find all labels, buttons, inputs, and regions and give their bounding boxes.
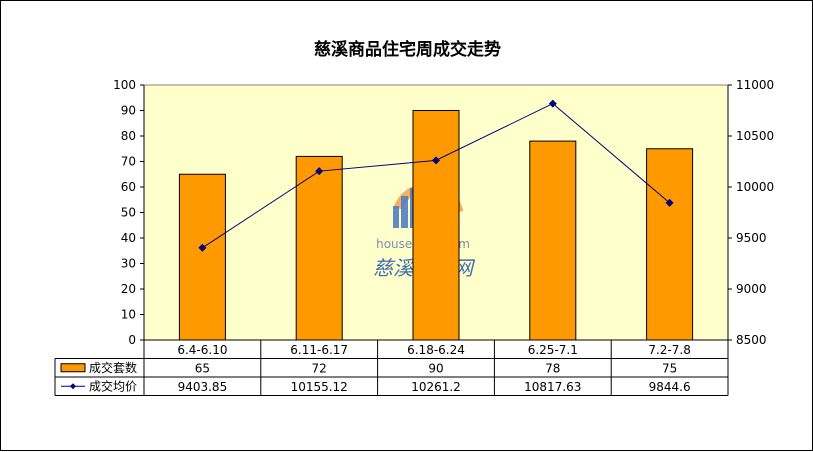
left-axis-tick-label: 0 — [128, 333, 136, 347]
x-tick-label: 6.25-7.1 — [528, 343, 578, 357]
data-label: 9403.85 — [178, 380, 228, 394]
left-axis-tick-label: 10 — [121, 308, 136, 322]
right-axis-tick-label: 11000 — [736, 78, 774, 92]
line-point — [432, 156, 440, 165]
data-label: 9844.6 — [649, 380, 691, 394]
line-series — [198, 99, 674, 252]
left-axis-tick-label: 20 — [121, 282, 136, 296]
line-point — [315, 167, 324, 176]
right-axis-tick-label: 9500 — [736, 231, 767, 245]
data-label: 75 — [662, 362, 677, 376]
right-axis-tick-label: 10000 — [736, 180, 774, 194]
left-axis-tick-label: 60 — [121, 180, 136, 194]
line-point — [548, 99, 557, 108]
x-tick-label: 6.11-6.17 — [290, 343, 348, 357]
left-axis: 0 10 20 30 40 50 60 70 80 90 100 — [113, 78, 145, 347]
bar-series — [178, 110, 694, 341]
left-axis-tick-label: 80 — [121, 129, 136, 143]
data-label: 90 — [428, 362, 443, 376]
data-label: 10155.12 — [291, 380, 348, 394]
bar — [412, 110, 460, 341]
data-table: 6.4-6.10 6.11-6.17 6.18-6.24 6.25-7.1 7.2-7.… — [54, 339, 729, 396]
bar — [295, 155, 343, 341]
left-axis-tick-label: 40 — [121, 231, 136, 245]
left-axis-tick-label: 50 — [121, 206, 136, 220]
x-tick-label: 7.2-7.8 — [648, 343, 691, 357]
bar — [529, 140, 577, 341]
x-tick-label: 6.4-6.10 — [177, 343, 227, 357]
logo-building — [393, 206, 399, 228]
bar — [178, 173, 226, 341]
data-label: 72 — [312, 362, 327, 376]
data-label: 78 — [545, 362, 560, 376]
line-point — [665, 198, 674, 207]
left-axis-tick-label: 100 — [113, 78, 136, 92]
line-point — [198, 243, 207, 252]
data-label: 65 — [195, 362, 210, 376]
right-axis-tick-label: 8500 — [736, 333, 767, 347]
data-label: 10817.63 — [524, 380, 581, 394]
x-tick-label: 6.18-6.24 — [407, 343, 465, 357]
left-axis-tick-label: 70 — [121, 155, 136, 169]
legend-key-bar — [60, 363, 86, 373]
legend-key-marker — [70, 383, 76, 390]
legend-label: 成交均价 — [89, 378, 137, 393]
bar — [646, 148, 694, 341]
left-axis-tick-label: 90 — [121, 104, 136, 118]
left-axis-tick-label: 30 — [121, 257, 136, 271]
right-axis-tick-label: 9000 — [736, 282, 767, 296]
chart-title: 慈溪商品住宅周成交走势 — [314, 40, 501, 60]
legend-label: 成交套数 — [89, 360, 137, 375]
right-axis-tick-label: 10500 — [736, 129, 774, 143]
logo-building — [401, 196, 408, 228]
right-axis: 8500 9000 9500 10000 10500 11000 — [727, 78, 774, 347]
data-label: 10261.2 — [411, 380, 461, 394]
